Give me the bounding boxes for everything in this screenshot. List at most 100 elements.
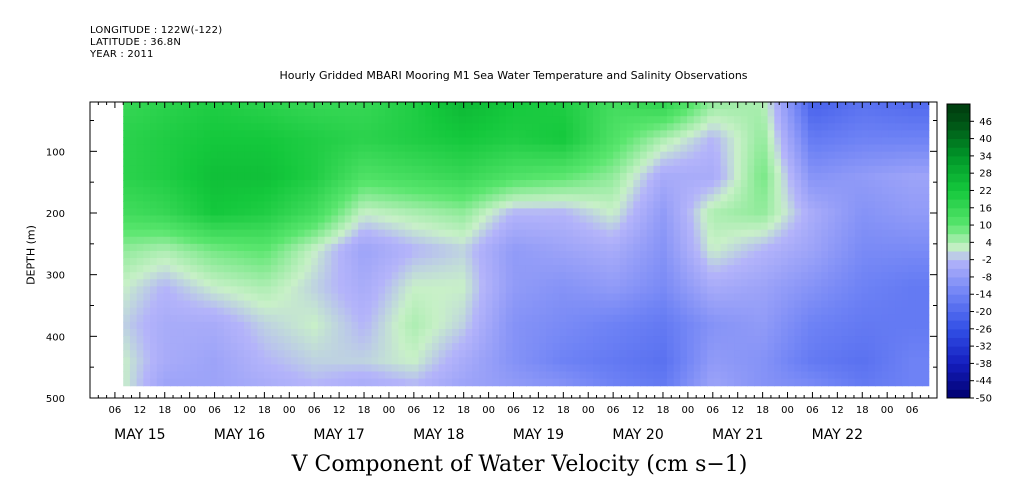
field-cell [378,180,386,188]
field-cell [358,187,366,195]
field-cell [707,144,715,153]
field-cell [740,208,749,217]
field-cell [868,258,876,266]
field-cell [378,144,386,153]
field-cell [129,187,138,195]
field-cell [324,272,332,280]
field-cell [418,265,426,273]
field-cell [713,130,722,139]
field-cell [452,208,460,217]
field-cell [734,350,742,358]
field-cell [539,137,547,146]
field-cell [599,265,608,273]
field-cell [774,357,782,365]
field-cell [687,151,695,160]
field-cell [123,102,131,110]
field-cell [566,286,574,295]
field-cell [512,307,520,316]
field-cell [136,194,144,202]
field-cell [425,314,433,323]
field-cell [411,102,420,110]
field-cell [921,229,930,238]
field-cell [344,215,353,224]
field-cell [277,187,285,195]
field-cell [546,194,554,202]
field-cell [814,336,822,344]
field-cell [519,165,527,174]
field-cell [378,314,386,323]
field-cell [921,151,930,160]
field-cell [854,144,863,153]
field-cell [666,258,675,266]
field-cell [512,123,520,131]
field-cell [425,265,433,273]
field-cell [478,172,487,181]
field-cell [472,350,480,358]
field-cell [854,371,863,380]
field-cell [807,243,816,252]
field-cell [217,109,225,117]
field-cell [431,350,440,358]
field-cell [478,137,487,146]
field-cell [284,314,292,323]
field-cell [405,343,413,351]
field-cell [284,293,292,302]
field-cell [129,208,138,217]
field-cell [921,208,930,217]
field-cell [358,137,366,146]
field-cell [344,158,353,167]
field-cell [801,109,809,117]
field-cell [801,250,809,259]
field-cell [680,343,688,351]
field-cell [317,144,326,153]
field-cell [499,258,507,266]
field-cell [572,116,581,124]
field-cell [593,151,601,160]
field-cell [270,158,279,167]
field-cell [801,194,809,202]
field-cell [693,343,702,351]
field-cell [519,300,527,309]
field-cell [465,321,473,330]
field-cell [445,236,453,245]
field-cell [760,343,769,351]
field-cell [572,109,581,117]
field-cell [136,357,144,365]
field-cell [559,286,567,295]
field-cell [828,343,836,351]
field-cell [895,215,903,224]
field-cell [136,243,144,252]
field-cell [425,215,433,224]
field-cell [425,258,433,266]
field-cell [411,336,420,344]
field-cell [713,286,722,295]
field-cell [646,194,655,202]
field-cell [519,293,527,302]
field-cell [170,314,178,323]
field-cell [405,151,413,160]
field-cell [693,265,702,273]
field-cell [291,208,299,217]
field-cell [217,293,225,302]
field-cell [640,201,648,209]
field-cell [324,336,332,344]
field-cell [465,279,473,287]
field-cell [861,116,869,124]
field-cell [572,328,581,337]
field-cell [150,243,158,252]
field-cell [807,130,816,139]
field-cell [633,378,641,387]
field-cell [781,272,789,280]
field-cell [673,378,681,387]
field-cell [203,151,212,160]
field-cell [700,130,708,139]
field-cell [787,194,796,202]
field-cell [660,378,668,387]
field-cell [425,307,433,316]
field-cell [673,357,681,365]
field-cell [767,194,775,202]
field-cell [331,208,339,217]
field-cell [908,272,916,280]
field-cell [593,201,601,209]
field-cell [505,229,514,238]
